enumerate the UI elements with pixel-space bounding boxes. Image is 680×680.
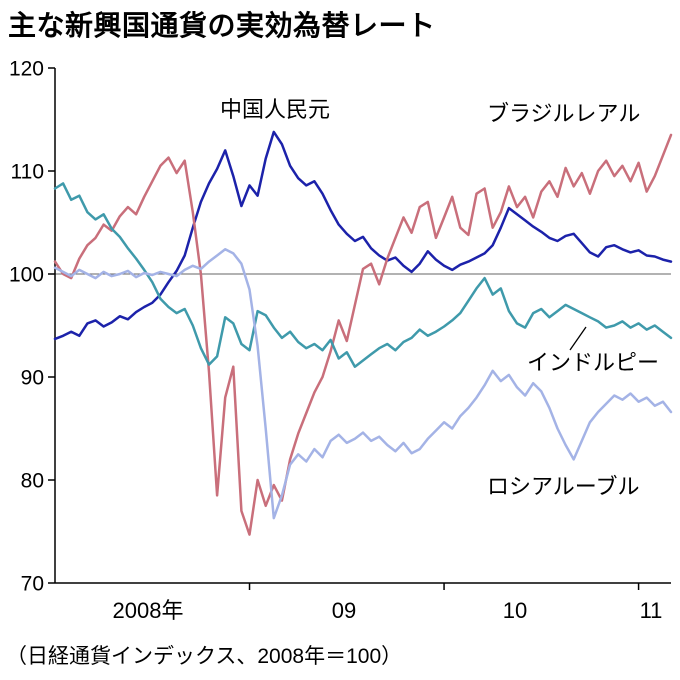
y-axis-label: 90: [21, 367, 44, 390]
series-line-brl: [53, 133, 673, 536]
series-label-leader-line-inr: [569, 326, 587, 351]
series-line-cny: [53, 130, 673, 341]
x-axis-label: 11: [640, 598, 663, 623]
y-axis-label: 100: [9, 264, 44, 287]
series-label-inr: インドルピー: [527, 350, 659, 375]
source-note: （日経通貨インデックス、2008年＝100）: [6, 645, 403, 668]
x-axis-label: 09: [332, 598, 356, 623]
y-axis-label: 110: [11, 161, 44, 184]
x-axis-label: 10: [503, 598, 527, 623]
y-axis-label: 80: [21, 470, 44, 493]
series-label-rub: ロシアルーブル: [487, 474, 639, 499]
series-label-cny: 中国人民元: [220, 97, 330, 122]
y-axis-label: 120: [9, 58, 44, 81]
series-line-inr: [53, 182, 673, 368]
chart-title: 主な新興国通貨の実効為替レート: [8, 10, 436, 41]
series-label-brl: ブラジルレアル: [487, 101, 640, 126]
x-axis-label: 2008年: [113, 598, 184, 623]
series-line-rub: [53, 248, 673, 520]
y-axis-label: 70: [21, 573, 44, 596]
